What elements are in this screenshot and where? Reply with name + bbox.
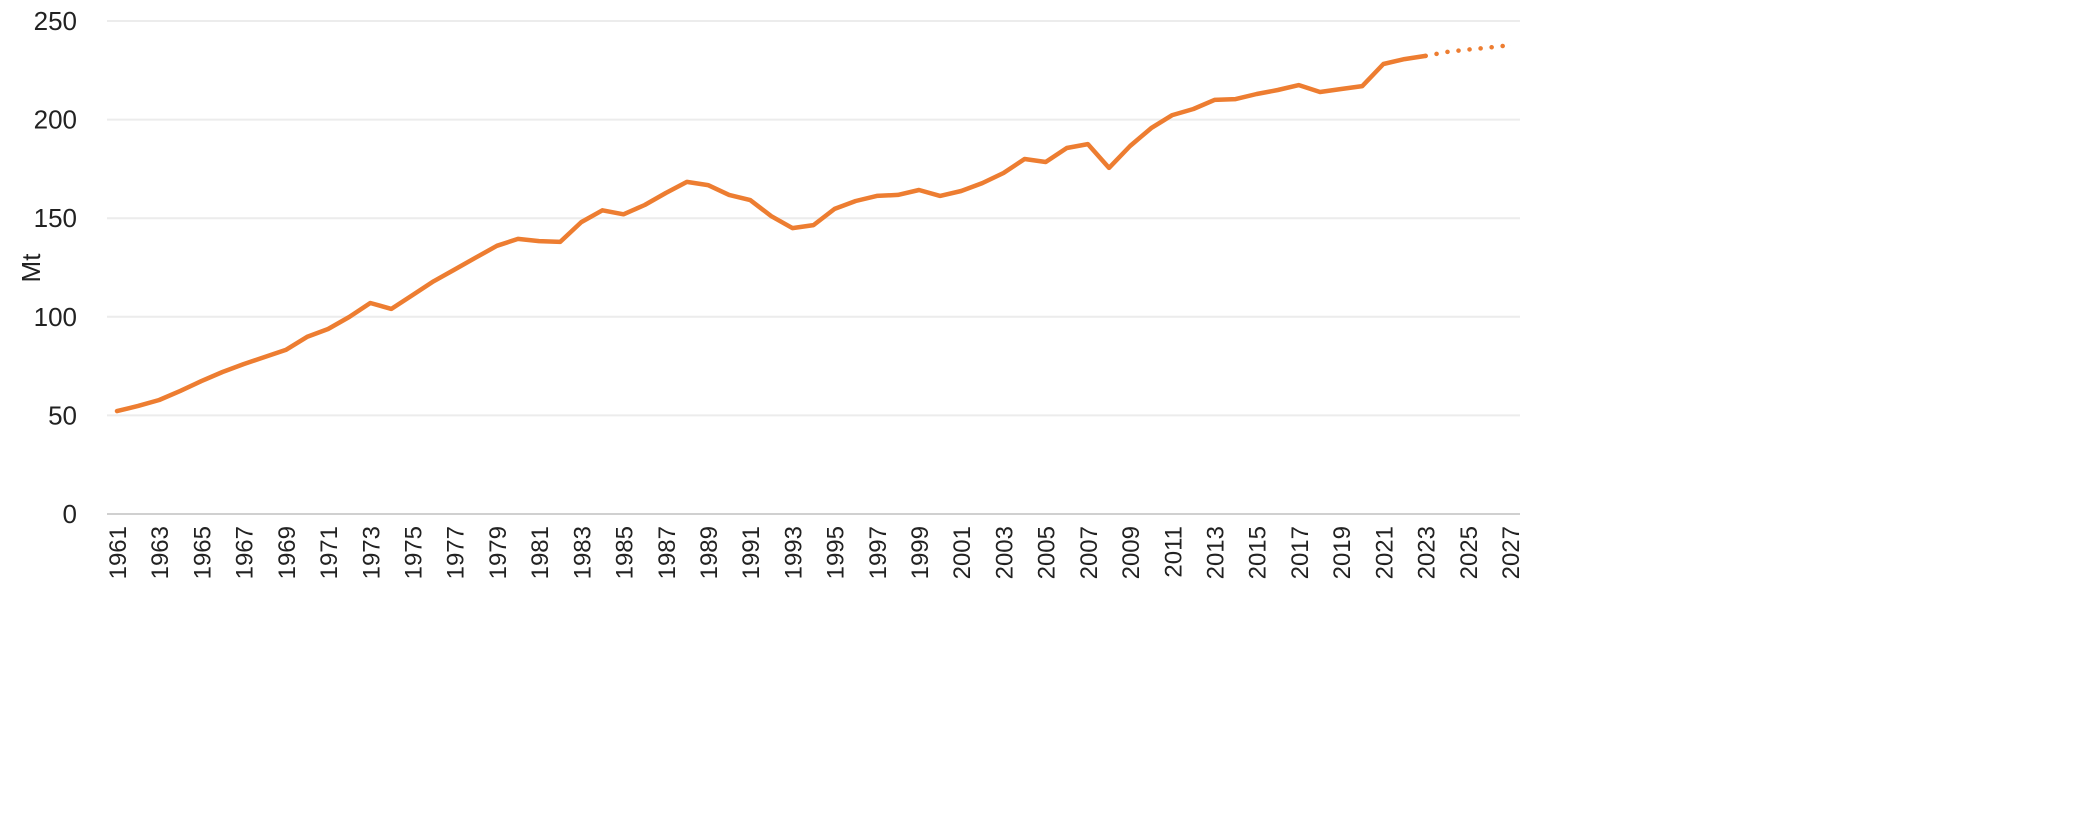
x-tick-label: 1971: [316, 526, 343, 579]
x-tick-label: 2017: [1287, 526, 1314, 579]
x-tick-label: 1983: [569, 526, 596, 579]
y-tick-label: 0: [63, 499, 77, 529]
x-tick-label: 1993: [780, 526, 807, 579]
x-tick-label: 2021: [1371, 526, 1398, 579]
x-tick-label: 2023: [1414, 526, 1441, 579]
x-tick-label: 2015: [1245, 526, 1272, 579]
y-tick-label: 200: [34, 105, 77, 135]
x-axis-ticks: 1961 1963 1965 1967 1969 1971 1973 1975 1977 1979…: [105, 526, 1525, 579]
projection-line: [1426, 45, 1510, 56]
x-tick-label: 2025: [1456, 526, 1483, 579]
x-tick-label: 2011: [1160, 526, 1187, 578]
x-tick-label: 2013: [1203, 526, 1230, 579]
x-tick-label: 2019: [1329, 526, 1356, 579]
x-tick-label: 1985: [612, 526, 639, 579]
x-tick-label: 1997: [865, 526, 892, 579]
x-tick-label: 1975: [400, 526, 427, 579]
x-tick-label: 2007: [1076, 526, 1103, 579]
y-tick-label: 250: [34, 6, 77, 36]
x-tick-label: 2001: [949, 526, 976, 579]
x-tick-label: 2027: [1498, 526, 1525, 579]
x-tick-label: 2005: [1034, 526, 1061, 579]
x-tick-label: 1963: [147, 526, 174, 579]
historical-line: [117, 56, 1426, 411]
x-tick-label: 1981: [527, 526, 554, 579]
x-tick-label: 2003: [991, 526, 1018, 579]
x-tick-label: 1999: [907, 526, 934, 579]
x-tick-label: 1967: [232, 526, 259, 579]
gridlines: [107, 21, 1520, 514]
x-tick-label: 1995: [823, 526, 850, 579]
x-tick-label: 1989: [696, 526, 723, 579]
x-tick-label: 1961: [105, 526, 132, 579]
x-tick-label: 1987: [654, 526, 681, 579]
x-tick-label: 2009: [1118, 526, 1145, 579]
x-tick-label: 1965: [189, 526, 216, 579]
x-tick-label: 1991: [738, 526, 765, 579]
y-axis-label: Mt: [16, 253, 46, 283]
x-tick-label: 1977: [443, 526, 470, 579]
y-tick-label: 150: [34, 203, 77, 233]
x-tick-label: 1973: [358, 526, 385, 579]
x-tick-label: 1969: [274, 526, 301, 579]
series-lines: [117, 45, 1510, 411]
x-tick-label: 1979: [485, 526, 512, 579]
y-tick-label: 100: [34, 302, 77, 332]
y-tick-label: 50: [48, 400, 77, 430]
